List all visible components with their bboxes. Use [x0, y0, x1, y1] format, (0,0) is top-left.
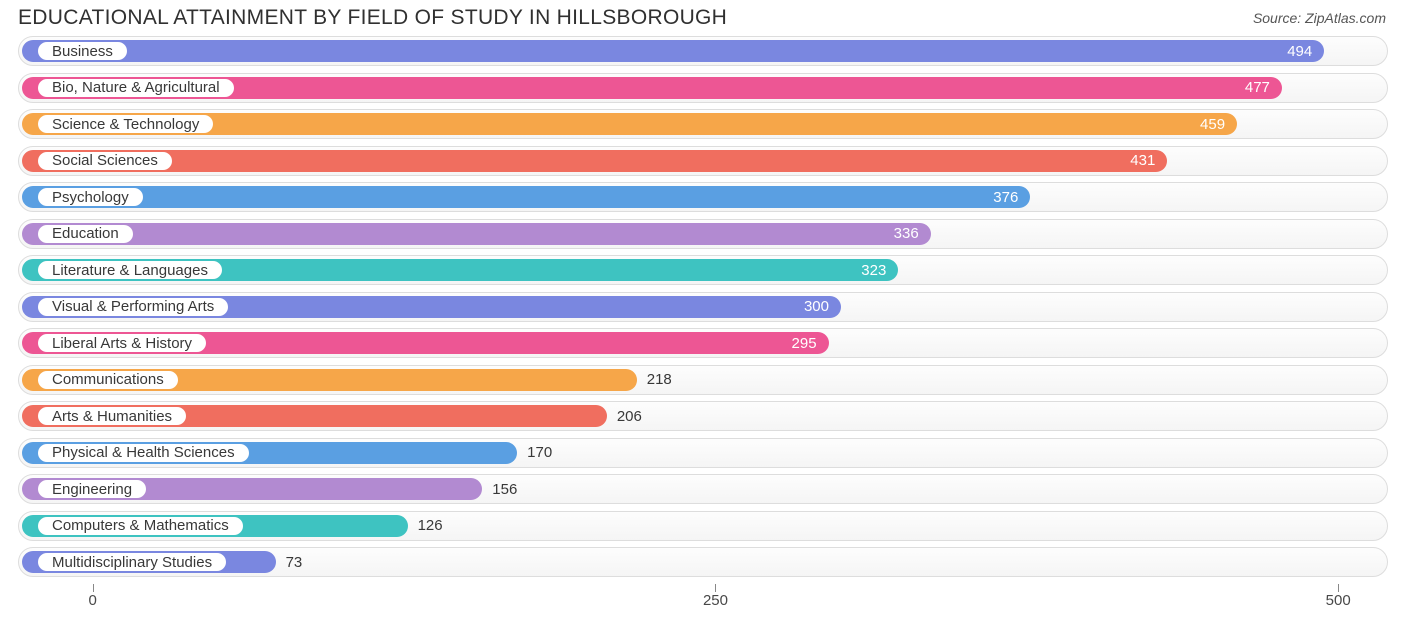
bar-value-label: 431 [1130, 147, 1155, 175]
bar-fill [22, 223, 931, 245]
bar-value-label: 477 [1245, 74, 1270, 102]
bar-fill [22, 186, 1030, 208]
bar-value-label: 73 [286, 548, 303, 576]
category-label-pill: Engineering [36, 478, 148, 500]
bar-value-label: 376 [993, 183, 1018, 211]
bar-row: Physical & Health Sciences 170 [18, 438, 1388, 468]
bar-row: Liberal Arts & History 295 [18, 328, 1388, 358]
category-label-pill: Bio, Nature & Agricultural [36, 77, 236, 99]
chart-plot-area: Business 494 Bio, Nature & Agricultural 477… [0, 32, 1406, 610]
category-label-pill: Multidisciplinary Studies [36, 551, 228, 573]
bar-value-label: 126 [418, 512, 443, 540]
bar-value-label: 336 [894, 220, 919, 248]
chart-source: Source: ZipAtlas.com [1253, 6, 1386, 26]
bar-value-label: 300 [804, 293, 829, 321]
axis-tick-label: 500 [1326, 592, 1351, 609]
bar-value-label: 156 [492, 475, 517, 503]
category-label-pill: Arts & Humanities [36, 405, 188, 427]
category-label-pill: Liberal Arts & History [36, 332, 208, 354]
category-label-pill: Business [36, 40, 129, 62]
x-axis: 0 250 500 [18, 584, 1388, 610]
bar-row: Arts & Humanities 206 [18, 401, 1388, 431]
bar-row: Bio, Nature & Agricultural 477 [18, 73, 1388, 103]
chart-header: EDUCATIONAL ATTAINMENT BY FIELD OF STUDY… [0, 0, 1406, 32]
bar-row: Science & Technology 459 [18, 109, 1388, 139]
bar-row: Literature & Languages 323 [18, 255, 1388, 285]
bar-row: Psychology 376 [18, 182, 1388, 212]
bar-row: Education 336 [18, 219, 1388, 249]
bar-value-label: 494 [1287, 37, 1312, 65]
category-label-pill: Psychology [36, 186, 145, 208]
bar-value-label: 459 [1200, 110, 1225, 138]
bar-row: Social Sciences 431 [18, 146, 1388, 176]
category-label-pill: Science & Technology [36, 113, 215, 135]
category-label-pill: Education [36, 223, 135, 245]
bar-row: Visual & Performing Arts 300 [18, 292, 1388, 322]
category-label-pill: Physical & Health Sciences [36, 442, 251, 464]
bar-row: Engineering 156 [18, 474, 1388, 504]
axis-tick [1338, 584, 1339, 592]
axis-tick [715, 584, 716, 592]
axis-tick [93, 584, 94, 592]
bar-fill [22, 150, 1167, 172]
axis-tick-label: 0 [89, 592, 97, 609]
axis-tick-label: 250 [703, 592, 728, 609]
bar-row: Multidisciplinary Studies 73 [18, 547, 1388, 577]
bar-value-label: 295 [792, 329, 817, 357]
bar-row: Computers & Mathematics 126 [18, 511, 1388, 541]
category-label-pill: Communications [36, 369, 180, 391]
bar-value-label: 323 [861, 256, 886, 284]
chart-title: EDUCATIONAL ATTAINMENT BY FIELD OF STUDY… [18, 6, 727, 30]
bar-row: Business 494 [18, 36, 1388, 66]
bar-fill [22, 40, 1324, 62]
category-label-pill: Visual & Performing Arts [36, 296, 230, 318]
bar-row: Communications 218 [18, 365, 1388, 395]
category-label-pill: Computers & Mathematics [36, 515, 245, 537]
bar-value-label: 170 [527, 439, 552, 467]
category-label-pill: Literature & Languages [36, 259, 224, 281]
bar-value-label: 206 [617, 402, 642, 430]
bar-value-label: 218 [647, 366, 672, 394]
category-label-pill: Social Sciences [36, 150, 174, 172]
